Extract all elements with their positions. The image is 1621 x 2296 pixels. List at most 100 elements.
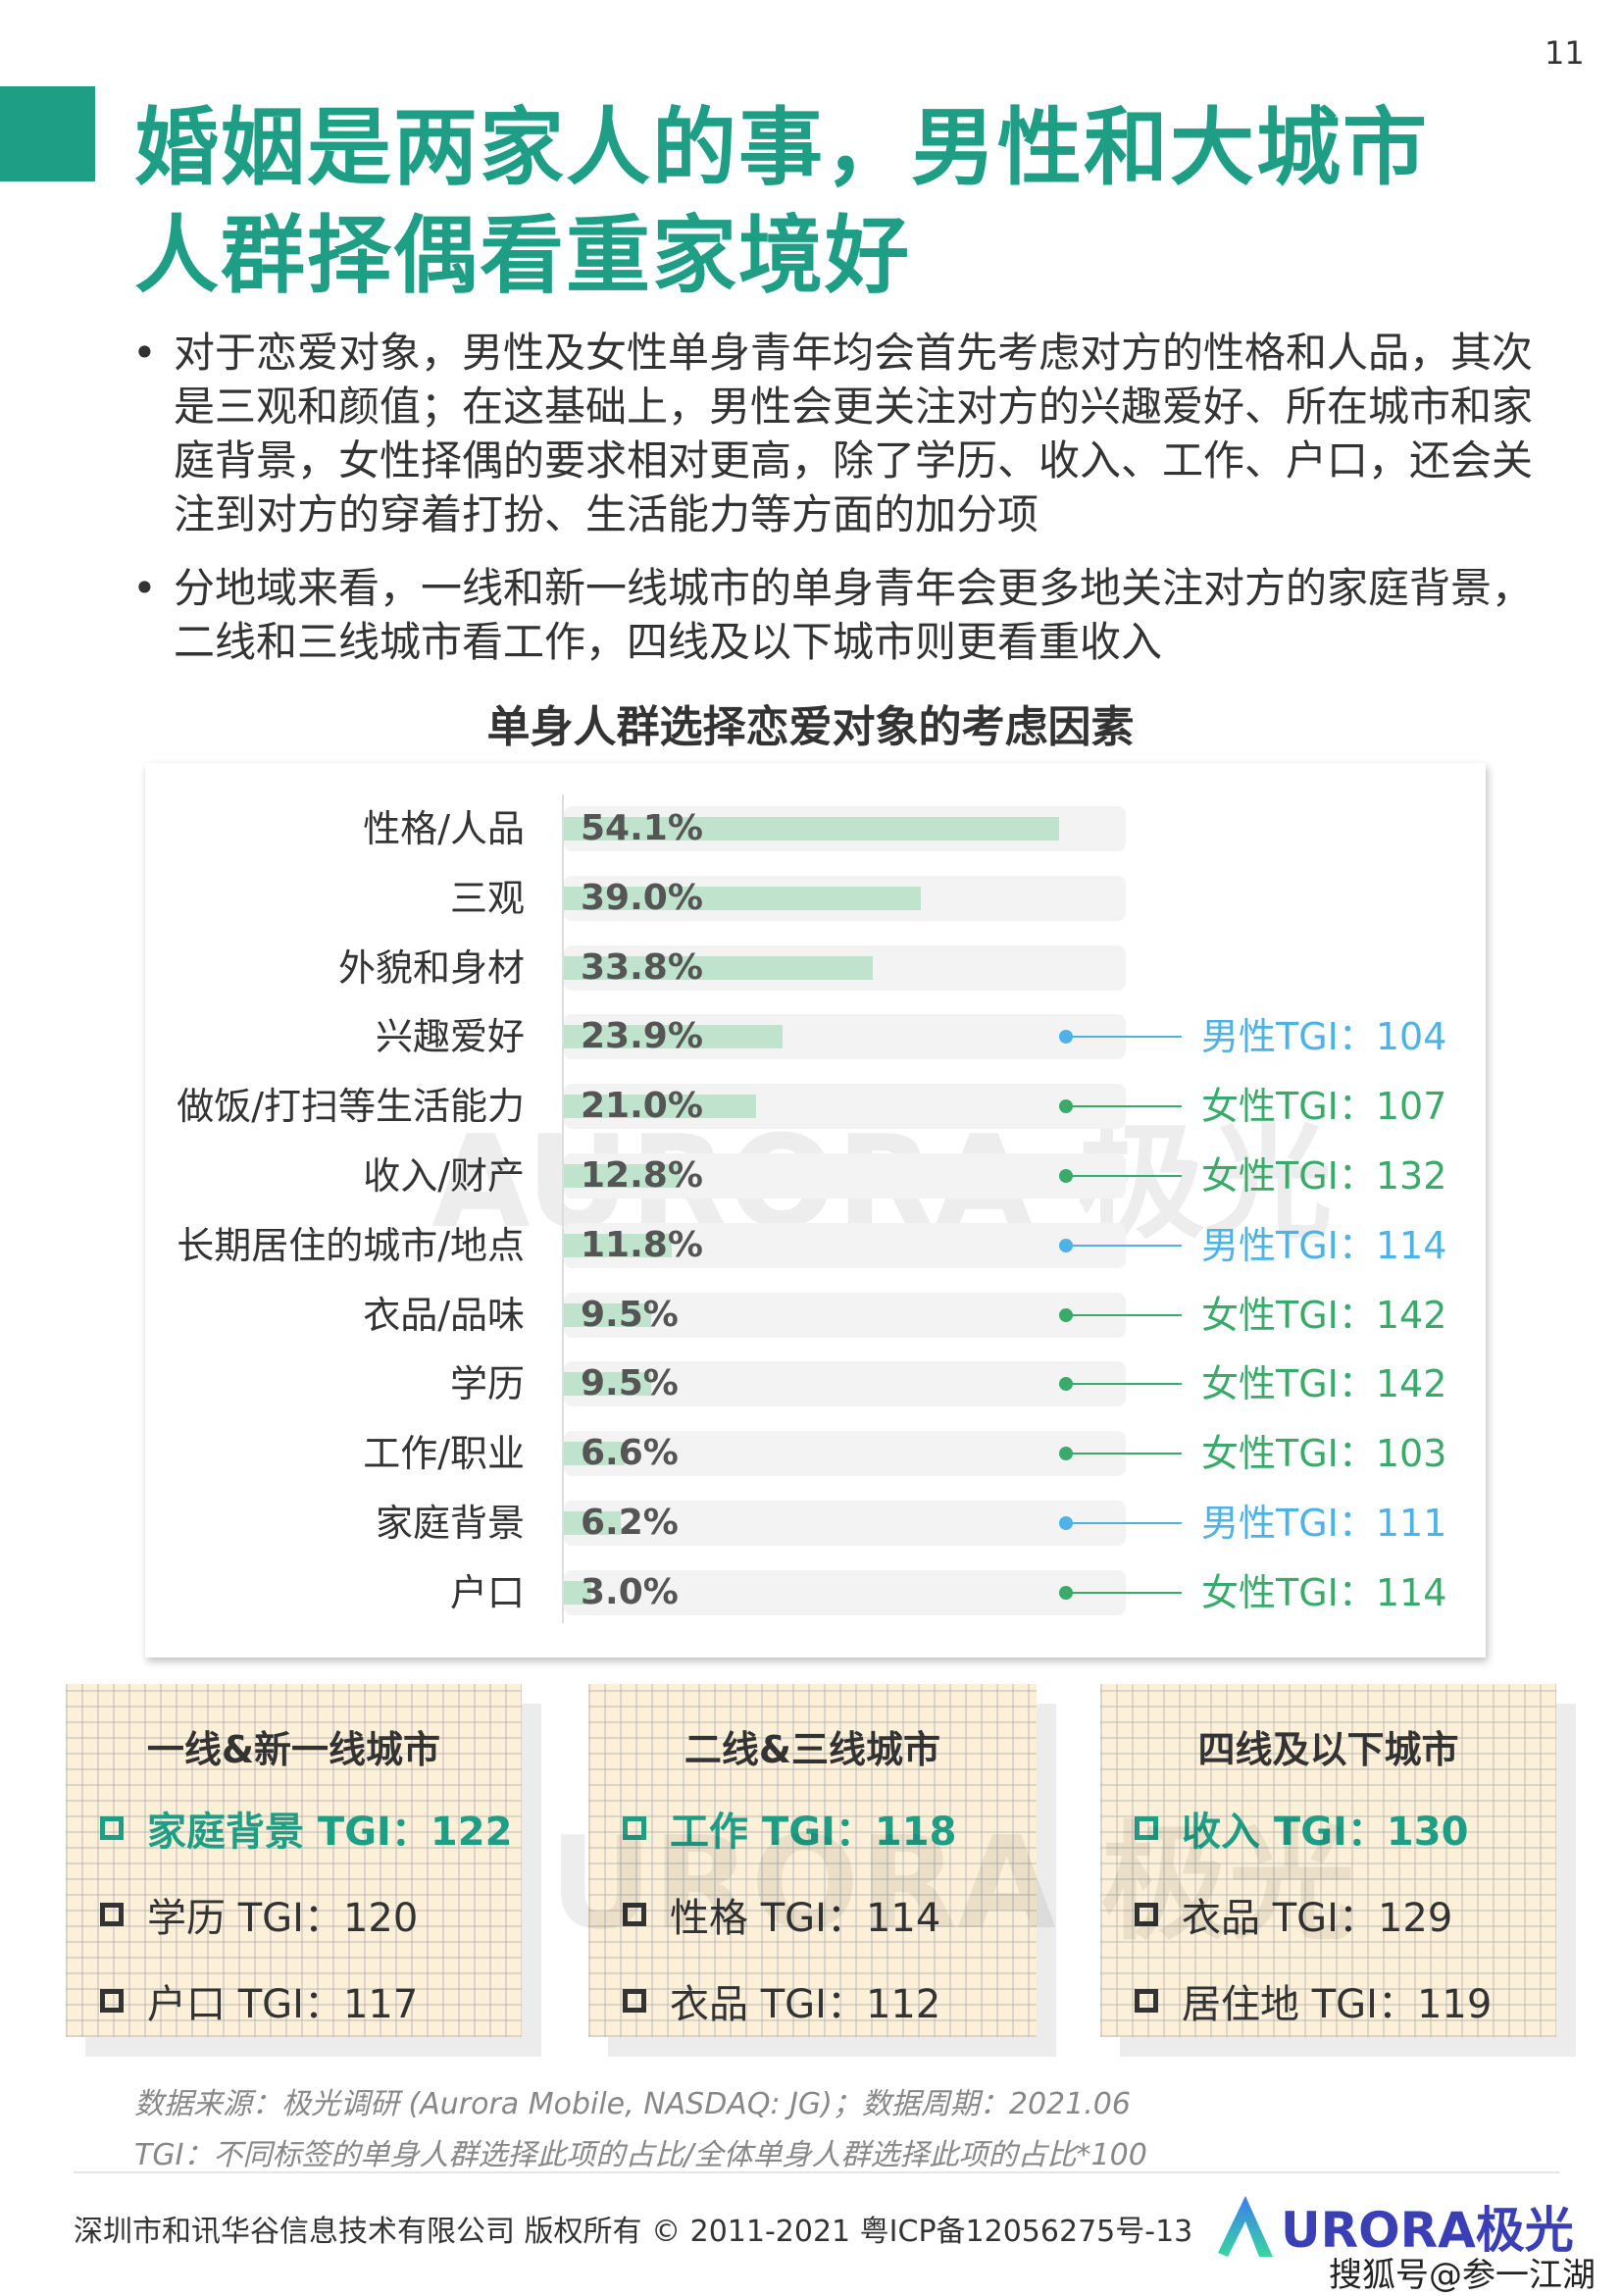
bar-track — [564, 1361, 1126, 1407]
value-label: 6.6% — [581, 1433, 679, 1474]
box-title: 二线&三线城市 — [684, 1728, 941, 1771]
category-label: 家庭背景 — [375, 1502, 525, 1545]
title-accent-block — [0, 86, 95, 181]
city-tier-box: 二线&三线城市 工作 TGI：118 性格 TGI：114 衣品 TGI：112 — [588, 1684, 1037, 2037]
tgi-label: 女性TGI：107 — [1201, 1085, 1447, 1129]
watermark: URORA 极光 — [549, 1809, 1356, 1958]
value-label: 39.0% — [581, 877, 703, 918]
bar — [564, 1511, 621, 1535]
tgi-dot — [1059, 1377, 1073, 1392]
bar-track — [564, 1501, 1126, 1546]
chart-row: 长期居住的城市/地点 11.8% 男性TGI：114 — [0, 1222, 1621, 1268]
box-item: 家庭背景 TGI：122 — [100, 1800, 512, 1857]
tgi-label: 男性TGI：104 — [1201, 1015, 1447, 1059]
bar — [564, 886, 921, 910]
logo-text: URORA极光 — [1281, 2202, 1574, 2259]
tgi-leader-line — [1066, 1453, 1182, 1455]
checkbox-icon — [1135, 1816, 1158, 1840]
chart-row: 家庭背景 6.2% 男性TGI：111 — [0, 1501, 1621, 1546]
box-item-text: 家庭背景 TGI：122 — [147, 1810, 513, 1855]
tgi-leader-line — [1066, 1244, 1182, 1247]
tgi-leader-line — [1066, 1522, 1182, 1524]
category-label: 衣品/品味 — [363, 1293, 525, 1337]
box-item-text: 居住地 TGI：119 — [1182, 1982, 1493, 2027]
box-item-text: 衣品 TGI：112 — [670, 1982, 941, 2027]
category-label: 长期居住的城市/地点 — [177, 1223, 525, 1267]
checkbox-icon — [623, 1903, 646, 1926]
aurora-logo-icon — [1218, 2196, 1273, 2257]
box-item-text: 衣品 TGI：129 — [1182, 1896, 1453, 1941]
bullet-dot: • — [132, 329, 157, 377]
city-tier-box: 四线及以下城市收入 TGI：130 衣品 TGI：129 居住地 TGI：119 — [1100, 1684, 1556, 2037]
value-label: 54.1% — [581, 808, 703, 848]
city-tier-box: 一线&新一线城市 家庭背景 TGI：122 学历 TGI：120 户口 TGI：117 — [66, 1684, 522, 2037]
bar-track — [564, 1292, 1126, 1338]
tgi-dot — [1059, 1099, 1073, 1114]
tgi-dot — [1059, 1585, 1073, 1600]
tgi-label: 女性TGI：142 — [1201, 1362, 1447, 1406]
category-label: 外貌和身材 — [337, 945, 525, 990]
bar — [564, 955, 874, 980]
box-title: 四线及以下城市 — [1197, 1728, 1459, 1771]
value-label: 21.0% — [581, 1086, 703, 1127]
category-label: 工作/职业 — [363, 1432, 525, 1476]
box-title: 一线&新一线城市 — [146, 1728, 441, 1771]
box-item: 衣品 TGI：129 — [1135, 1886, 1452, 1943]
category-label: 三观 — [449, 876, 525, 920]
tgi-dot — [1059, 1169, 1073, 1183]
bullet-dot: • — [132, 564, 157, 612]
bar-track — [564, 1569, 1126, 1615]
chart-row: 兴趣爱好 23.9% 男性TGI：104 — [0, 1014, 1621, 1060]
box-item: 居住地 TGI：119 — [1135, 1972, 1492, 2029]
chart-row: 三观 39.0% — [0, 875, 1621, 921]
bar — [564, 817, 1059, 841]
tgi-dot — [1059, 1030, 1073, 1045]
page-number: 11 — [1545, 34, 1585, 72]
checkbox-icon — [623, 1816, 646, 1840]
box-item: 学历 TGI：120 — [100, 1886, 418, 1943]
category-label: 户口 — [449, 1570, 525, 1614]
aurora-logo: URORA极光 — [1216, 2192, 1574, 2261]
bar — [564, 1302, 651, 1327]
footnote-tgi: TGI：不同标签的单身人群选择此项的占比/全体单身人群选择此项的占比*100 — [134, 2138, 1147, 2172]
value-label: 12.8% — [581, 1155, 703, 1196]
tgi-leader-line — [1066, 1383, 1182, 1386]
box-item-text: 工作 TGI：118 — [670, 1810, 957, 1855]
bullet-text-1: 对于恋爱对象，男性及女性单身青年均会首先考虑对方的性格和人品，其次是三观和颜值；… — [174, 329, 1534, 538]
tgi-label: 女性TGI：142 — [1201, 1293, 1447, 1337]
box-item: 工作 TGI：118 — [623, 1800, 956, 1857]
box-item: 收入 TGI：130 — [1135, 1800, 1468, 1857]
bar — [564, 1233, 673, 1257]
tgi-leader-line — [1066, 1313, 1182, 1316]
tgi-label: 女性TGI：103 — [1201, 1432, 1447, 1476]
page-title-line-2: 人群择偶看重家境好 — [134, 207, 911, 305]
tgi-dot — [1059, 1307, 1073, 1322]
chart-row: 性格/人品 54.1% — [0, 806, 1621, 851]
bar — [564, 1580, 591, 1605]
bar-track — [564, 1431, 1126, 1477]
chart-row: 收入/财产 12.8% 女性TGI：132 — [0, 1153, 1621, 1199]
tgi-label: 女性TGI：132 — [1201, 1154, 1447, 1198]
footnote-source: 数据来源：极光调研 (Aurora Mobile, NASDAQ: JG)；数据… — [134, 2087, 1131, 2121]
tgi-leader-line — [1066, 1175, 1182, 1177]
bar — [564, 1442, 625, 1466]
tgi-dot — [1059, 1447, 1073, 1461]
checkbox-icon — [100, 1816, 124, 1840]
value-label: 23.9% — [581, 1016, 703, 1057]
value-label: 6.2% — [581, 1503, 679, 1543]
source-tag: 搜狐号@参一江湖 — [1329, 2256, 1596, 2295]
value-label: 33.8% — [581, 946, 703, 988]
checkbox-icon — [1135, 1989, 1158, 2013]
chart-row: 户口 3.0% 女性TGI：114 — [0, 1569, 1621, 1615]
chart-title: 单身人群选择恋爱对象的考虑因素 — [486, 702, 1135, 752]
tgi-label: 男性TGI：114 — [1201, 1223, 1447, 1267]
value-label: 9.5% — [581, 1294, 679, 1335]
tgi-label: 男性TGI：111 — [1201, 1502, 1447, 1545]
checkbox-icon — [100, 1903, 124, 1926]
bar — [564, 1095, 756, 1119]
chart-row: 外貌和身材 33.8% — [0, 944, 1621, 991]
chart-row: 做饭/打扫等生活能力 21.0% 女性TGI：107 — [0, 1084, 1621, 1130]
checkbox-icon — [623, 1989, 646, 2013]
tgi-leader-line — [1066, 1036, 1182, 1039]
tgi-leader-line — [1066, 1591, 1182, 1594]
